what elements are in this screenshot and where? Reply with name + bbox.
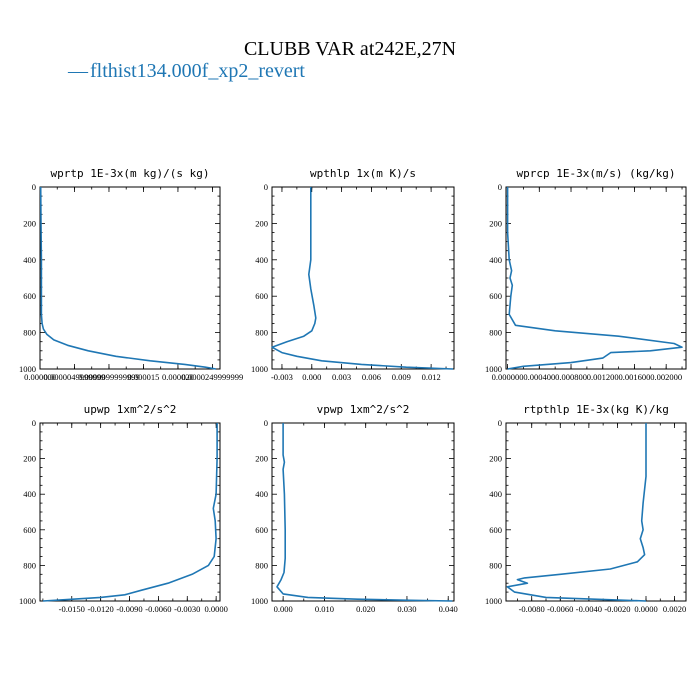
y-tick-label: 0	[32, 418, 36, 428]
x-tick-label: -0.0060	[145, 604, 171, 614]
x-tick-label: 0.000000	[492, 372, 524, 382]
y-tick-label: 0	[32, 182, 36, 192]
y-tick-label: 1000	[251, 596, 268, 606]
panels: wprtp 1E-3x(m kg)/(s kg) 0 200 400 600 800 100…	[19, 167, 687, 614]
x-tick-label: -0.0040	[576, 604, 602, 614]
x-tick-label: 0.0000	[204, 604, 227, 614]
x-tick-label: 0.020	[356, 604, 375, 614]
y-tick-label: 1000	[19, 596, 36, 606]
series-line	[39, 186, 217, 370]
y-tick-label: 0	[498, 418, 502, 428]
legend-marker: —	[67, 60, 89, 82]
panel-title: rtpthlp 1E-3x(kg K)/kg	[523, 403, 669, 416]
x-tick-label: -0.0030	[174, 604, 200, 614]
y-tick-label: 0	[498, 182, 502, 192]
y-tick-label: 600	[489, 525, 502, 535]
y-tick-label: 200	[23, 454, 36, 464]
y-tick-label: 400	[489, 489, 502, 499]
series-line	[42, 423, 218, 602]
y-tick-label: 800	[23, 328, 36, 338]
x-tick-label: 0.0000049999999	[44, 372, 106, 382]
x-tick-label: 0.001200	[587, 372, 619, 382]
y-tick-label: 600	[23, 525, 36, 535]
y-tick-label: 400	[23, 255, 36, 265]
x-tick-label: -0.0080	[519, 604, 545, 614]
plot-frame	[39, 186, 221, 370]
panel-title: vpwp 1xm^2/s^2	[317, 403, 410, 416]
y-tick-label: 600	[255, 525, 268, 535]
panel-title: wprcp 1E-3x(m/s) (kg/kg)	[517, 167, 676, 180]
panel-3: wprcp 1E-3x(m/s) (kg/kg) 0 200 400 600 800 100…	[485, 167, 687, 382]
x-tick-label: -0.0090	[116, 604, 142, 614]
plot-frame	[271, 186, 455, 370]
x-tick-label: -0.0020	[604, 604, 630, 614]
series-line	[271, 187, 454, 370]
panel-title: wprtp 1E-3x(m kg)/(s kg)	[51, 167, 210, 180]
x-tick-label: -0.0120	[88, 604, 114, 614]
y-tick-label: 1000	[485, 364, 502, 374]
y-tick-label: 800	[489, 560, 502, 570]
series-line	[506, 187, 683, 370]
x-tick-label: 0.002000	[650, 372, 682, 382]
x-tick-label: 0.010	[315, 604, 334, 614]
y-tick-label: 600	[255, 291, 268, 301]
y-tick-label: 1000	[19, 364, 36, 374]
y-tick-label: 400	[255, 489, 268, 499]
legend-label: flthist134.000f_xp2_revert	[90, 60, 305, 82]
x-tick-label: 0.030	[397, 604, 416, 614]
x-tick-label: -0.003	[271, 372, 293, 382]
y-tick-label: 400	[489, 255, 502, 265]
panel-2: wpthlp 1x(m K)/s 0 200 400 600 800 1000-0.003 0…	[251, 167, 455, 382]
x-tick-label: 0.000020	[162, 372, 194, 382]
x-tick-label: 0.000000	[24, 372, 56, 382]
y-tick-label: 400	[255, 255, 268, 265]
x-tick-label: 0.000800	[555, 372, 587, 382]
y-tick-label: 600	[23, 291, 36, 301]
panel-title: wpthlp 1x(m K)/s	[310, 167, 416, 180]
y-tick-label: 800	[255, 328, 268, 338]
plot-frame	[271, 422, 455, 602]
x-tick-label: 0.000400	[523, 372, 555, 382]
panel-title: upwp 1xm^2/s^2	[84, 403, 177, 416]
y-tick-label: 200	[489, 454, 502, 464]
y-tick-label: 1000	[485, 596, 502, 606]
x-tick-label: 0.001600	[619, 372, 651, 382]
y-tick-label: 0	[264, 418, 268, 428]
x-tick-label: 0.003	[332, 372, 351, 382]
plot-frame	[505, 422, 687, 602]
x-tick-label: 0.0000	[634, 604, 657, 614]
x-tick-label: 0.009	[392, 372, 411, 382]
x-tick-label: 0.012	[422, 372, 441, 382]
x-tick-label: 0.006	[362, 372, 381, 382]
x-tick-label: 0.0000099999999	[78, 372, 140, 382]
y-tick-label: 200	[255, 218, 268, 228]
figure-title: CLUBB VAR at242E,27N	[244, 38, 456, 60]
y-tick-label: 1000	[251, 364, 268, 374]
series-line	[276, 423, 453, 602]
x-tick-label: 0.000	[302, 372, 321, 382]
y-tick-label: 200	[23, 218, 36, 228]
y-tick-label: 200	[489, 218, 502, 228]
y-tick-label: 800	[489, 328, 502, 338]
x-tick-label: 0.040	[439, 604, 458, 614]
y-tick-label: 200	[255, 454, 268, 464]
panel-1: wprtp 1E-3x(m kg)/(s kg) 0 200 400 600 800 100…	[19, 167, 243, 382]
legend: — flthist134.000f_xp2_revert	[67, 60, 305, 82]
y-tick-label: 800	[255, 560, 268, 570]
panel-5: vpwp 1xm^2/s^2 0 200 400 600 800 1000 0.000 0.01…	[251, 403, 458, 614]
x-tick-label: 0.000	[274, 604, 293, 614]
x-tick-label: 0.0000249999999	[182, 372, 244, 382]
y-tick-label: 400	[23, 489, 36, 499]
x-tick-label: -0.0060	[547, 604, 573, 614]
y-tick-label: 800	[23, 560, 36, 570]
series-line	[506, 423, 647, 602]
y-tick-label: 0	[264, 182, 268, 192]
x-tick-label: -0.0150	[59, 604, 85, 614]
y-tick-label: 600	[489, 291, 502, 301]
x-tick-label: 0.0020	[663, 604, 686, 614]
panel-6: rtpthlp 1E-3x(kg K)/kg 0 200 400 600 800 1000 -…	[485, 403, 687, 614]
x-tick-label: 0.000015	[128, 372, 160, 382]
